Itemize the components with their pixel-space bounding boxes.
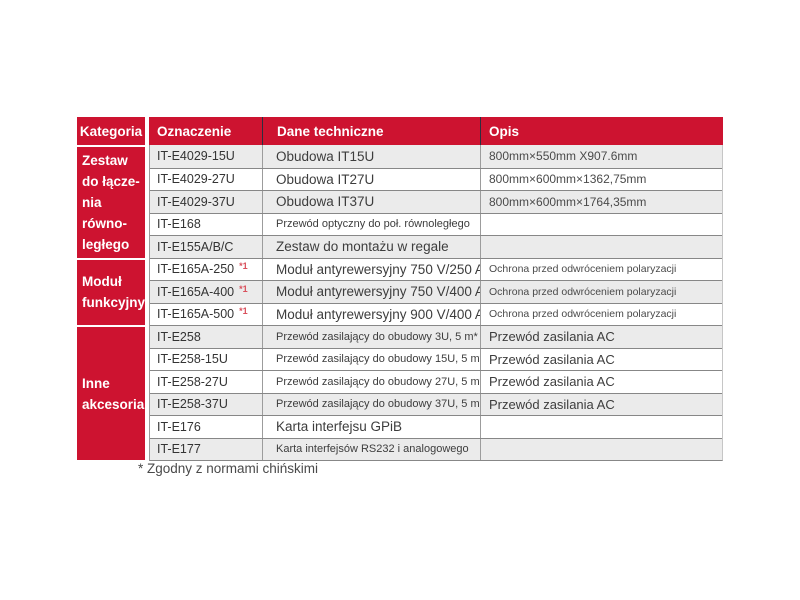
tech-spec-cell: Karta interfejsu GPiB: [262, 416, 480, 438]
description-cell: 800mm×600mm×1362,75mm: [480, 168, 722, 190]
product-code-cell: IT-E258: [150, 326, 262, 348]
product-code-cell: IT-E165A-500 *1: [150, 304, 262, 326]
tech-spec-cell: Moduł antyrewersyjny 750 V/250 A: [262, 258, 480, 280]
category-label: Moduł funkcyjny: [82, 274, 146, 311]
category-label: Inne akcesoria: [82, 375, 145, 412]
product-code-cell: IT-E258-27U: [150, 371, 262, 393]
category-block-zestaw: Zestaw do łącze- nia równo- ległego: [77, 145, 145, 258]
table-row: IT-E176 Karta interfejsu GPiB: [150, 415, 722, 438]
tech-spec-cell: Przewód zasilający do obudowy 37U, 5 m*: [262, 393, 480, 415]
product-code: IT-E258-27U: [157, 374, 228, 389]
table-row: IT-E258-37U Przewód zasilający do obudow…: [150, 392, 722, 416]
tech-spec-cell: Karta interfejsów RS232 i analogowego: [262, 438, 480, 460]
header-oznaczenie: Oznaczenie: [157, 123, 232, 139]
header-opis: Opis: [480, 117, 723, 145]
product-code-cell: IT-E258-15U: [150, 349, 262, 371]
table-row: IT-E177 Karta interfejsów RS232 i analog…: [150, 437, 722, 461]
header-dane-techniczne: Dane techniczne: [262, 117, 480, 145]
tech-spec-cell: Obudowa IT15U: [262, 145, 480, 168]
product-code-cell: IT-E168: [150, 214, 262, 236]
description-cell: [480, 236, 722, 258]
category-block-modul: Moduł funkcyjny: [77, 257, 146, 325]
tech-spec-cell: Przewód zasilający do obudowy 15U, 5 m*: [262, 348, 480, 370]
product-code: IT-E4029-27U: [157, 172, 235, 187]
category-block-inne: Inne akcesoria: [77, 325, 145, 460]
description-cell: Przewód zasilania AC: [480, 393, 722, 415]
product-code-cell: IT-E155A/B/C: [150, 236, 262, 258]
footnote-text: * Zgodny z normami chińskimi: [138, 461, 319, 476]
table-row: IT-E258-27U Przewód zasilający do obudow…: [150, 370, 722, 393]
table-row: IT-E165A-400 *1 Moduł antyrewersyjny 750…: [150, 280, 722, 303]
tech-spec-cell: Moduł antyrewersyjny 900 V/400 A: [262, 303, 480, 325]
product-code-cell: IT-E176: [150, 416, 262, 438]
product-code: IT-E165A-250: [157, 262, 235, 277]
footnote-ref: *1: [239, 306, 248, 317]
table-header-row: Oznaczenie Dane techniczne Opis: [149, 117, 723, 145]
tech-spec-cell: Obudowa IT27U: [262, 168, 480, 190]
product-code-cell: IT-E177: [150, 439, 262, 461]
footnote-ref: *1: [239, 283, 248, 294]
product-code: IT-E258-15U: [157, 352, 228, 367]
tech-spec-cell: Przewód zasilający do obudowy 27U, 5 m*: [262, 371, 480, 393]
table-row: IT-E4029-27U Obudowa IT27U 800mm×600mm×1…: [150, 167, 722, 191]
description-cell: Przewód zasilania AC: [480, 371, 722, 393]
product-code: IT-E4029-37U: [157, 194, 235, 209]
description-cell: 800mm×550mm X907.6mm: [480, 145, 722, 168]
description-cell: Przewód zasilania AC: [480, 348, 722, 370]
table-body: IT-E4029-15U Obudowa IT15U 800mm×550mm X…: [149, 145, 723, 461]
description-cell: [480, 416, 722, 438]
description-cell: 800mm×600mm×1764,35mm: [480, 191, 722, 213]
product-code: IT-E258-37U: [157, 397, 228, 412]
product-code: IT-E165A-500: [157, 307, 235, 322]
table-row: IT-E4029-15U Obudowa IT15U 800mm×550mm X…: [150, 145, 722, 168]
tech-spec-cell: Przewód zasilający do obudowy 3U, 5 m*: [262, 326, 480, 348]
product-code: IT-E168: [157, 217, 201, 232]
tech-spec-cell: Przewód optyczny do poł. równoległego: [262, 213, 480, 235]
table-row: IT-E165A-250 *1 Moduł antyrewersyjny 750…: [150, 257, 722, 281]
product-code-cell: IT-E4029-27U: [150, 169, 262, 191]
table-main: Oznaczenie Dane techniczne Opis IT-E4029…: [149, 117, 723, 461]
tech-spec-cell: Moduł antyrewersyjny 750 V/400 A: [262, 281, 480, 303]
tech-spec-cell: Obudowa IT37U: [262, 191, 480, 213]
product-code: IT-E4029-15U: [157, 149, 235, 164]
table-row: IT-E258 Przewód zasilający do obudowy 3U…: [150, 325, 722, 348]
description-cell: Przewód zasilania AC: [480, 326, 722, 348]
product-code-cell: IT-E165A-250 *1: [150, 259, 262, 281]
table-row: IT-E4029-37U Obudowa IT37U 800mm×600mm×1…: [150, 190, 722, 213]
description-cell: Ochrona przed odwróceniem polaryzacji: [480, 258, 722, 280]
category-label: Zestaw do łącze- nia równo- ległego: [82, 152, 140, 252]
table-row: IT-E258-15U Przewód zasilający do obudow…: [150, 347, 722, 371]
table-row: IT-E168 Przewód optyczny do poł. równole…: [150, 212, 722, 236]
footnote-ref: *1: [239, 261, 248, 272]
spec-table: Kategoria Zestaw do łącze- nia równo- le…: [77, 117, 723, 461]
tech-spec-cell: Zestaw do montażu w regale: [262, 236, 480, 258]
description-cell: Ochrona przed odwróceniem polaryzacji: [480, 303, 722, 325]
category-column-header: Kategoria: [77, 117, 145, 145]
category-column: Kategoria Zestaw do łącze- nia równo- le…: [77, 117, 145, 461]
product-code: IT-E258: [157, 329, 201, 344]
product-code-cell: IT-E4029-15U: [150, 145, 262, 168]
product-code: IT-E155A/B/C: [157, 239, 234, 254]
product-code-cell: IT-E165A-400 *1: [150, 281, 262, 303]
product-code-cell: IT-E4029-37U: [150, 191, 262, 213]
description-cell: [480, 438, 722, 460]
product-code: IT-E165A-400: [157, 284, 235, 299]
description-cell: Ochrona przed odwróceniem polaryzacji: [480, 281, 722, 303]
product-code-cell: IT-E258-37U: [150, 394, 262, 416]
table-row: IT-E165A-500 *1 Moduł antyrewersyjny 900…: [150, 302, 722, 326]
product-code: IT-E177: [157, 442, 201, 457]
table-row: IT-E155A/B/C Zestaw do montażu w regale: [150, 235, 722, 258]
description-cell: [480, 213, 722, 235]
product-code: IT-E176: [157, 419, 201, 434]
